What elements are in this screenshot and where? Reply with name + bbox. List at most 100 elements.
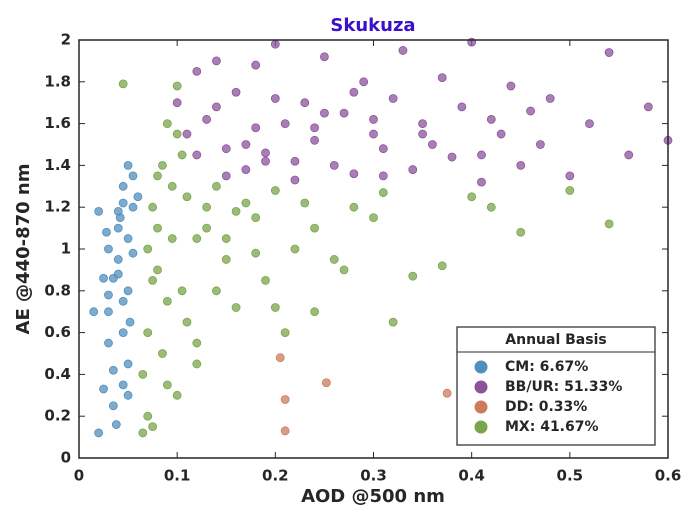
point <box>143 244 153 254</box>
point <box>231 303 241 312</box>
point <box>104 290 113 300</box>
point <box>310 135 320 145</box>
point <box>162 296 172 306</box>
point <box>339 265 349 275</box>
point <box>280 426 290 436</box>
point <box>251 123 261 133</box>
point <box>321 378 331 388</box>
point <box>369 129 378 139</box>
point <box>280 119 290 128</box>
point <box>123 234 133 243</box>
legend-marker <box>474 420 488 434</box>
legend-marker <box>474 400 488 414</box>
point <box>339 108 349 118</box>
point <box>182 317 192 327</box>
chart-title: Skukuza <box>330 15 415 36</box>
point <box>138 428 148 438</box>
point <box>300 198 310 208</box>
y-tick-label: 1 <box>61 240 71 258</box>
point <box>388 317 398 327</box>
point <box>643 102 653 112</box>
point <box>251 60 261 70</box>
point <box>378 188 388 197</box>
legend-label: CM: 6.67% <box>505 359 588 375</box>
point <box>261 148 270 158</box>
point <box>320 108 329 118</box>
point <box>241 198 251 208</box>
point <box>113 255 123 264</box>
point <box>123 286 133 296</box>
y-tick-label: 0.6 <box>44 323 71 341</box>
point <box>162 380 172 390</box>
x-tick-label: 0.6 <box>655 467 682 485</box>
point <box>290 244 300 254</box>
point <box>437 73 447 83</box>
point <box>447 152 457 162</box>
point <box>172 81 182 91</box>
point <box>290 175 300 185</box>
point <box>104 338 113 348</box>
point <box>162 119 172 128</box>
point <box>359 77 369 87</box>
point <box>118 198 128 208</box>
point <box>275 353 285 363</box>
point <box>604 48 614 57</box>
point <box>94 206 104 216</box>
legend-marker <box>474 360 488 374</box>
legend-label: BB/UR: 51.33% <box>505 379 622 395</box>
point <box>624 150 634 160</box>
legend-label: DD: 0.33% <box>505 399 587 415</box>
point <box>231 206 241 216</box>
point <box>212 286 221 296</box>
x-tick-label: 0.2 <box>262 467 289 485</box>
point <box>369 115 378 124</box>
point <box>378 144 388 154</box>
point <box>192 150 202 160</box>
point <box>369 213 378 223</box>
point <box>158 160 167 170</box>
point <box>290 156 300 166</box>
point <box>192 359 202 369</box>
point <box>251 248 261 258</box>
point <box>408 165 418 174</box>
point <box>349 169 359 179</box>
plot-frame <box>78 39 669 459</box>
point <box>212 181 221 191</box>
point <box>604 219 614 229</box>
point <box>118 380 128 390</box>
point <box>486 202 496 212</box>
point <box>172 98 182 108</box>
point <box>148 275 158 285</box>
point <box>418 119 427 128</box>
point <box>138 369 148 379</box>
point <box>457 102 467 112</box>
x-tick-label: 0.3 <box>360 467 387 485</box>
point <box>280 395 290 404</box>
point <box>133 192 143 202</box>
point <box>535 140 545 149</box>
point <box>123 390 133 400</box>
point <box>192 66 202 76</box>
point <box>167 181 177 191</box>
point <box>128 171 138 181</box>
legend-label: MX: 41.67% <box>505 419 599 435</box>
point <box>102 227 111 237</box>
y-tick-label: 1.2 <box>44 198 71 216</box>
point <box>125 317 135 327</box>
y-tick-label: 1.6 <box>44 114 71 132</box>
y-tick-label: 1.4 <box>44 156 71 174</box>
point <box>167 234 177 243</box>
point <box>118 79 128 89</box>
point <box>349 87 359 97</box>
point <box>231 87 241 97</box>
point <box>202 115 212 124</box>
point <box>123 160 133 170</box>
point <box>329 255 339 264</box>
point <box>221 171 231 181</box>
point <box>270 303 280 312</box>
point <box>565 171 575 181</box>
point <box>270 94 280 103</box>
point <box>182 192 192 202</box>
point <box>148 422 158 432</box>
